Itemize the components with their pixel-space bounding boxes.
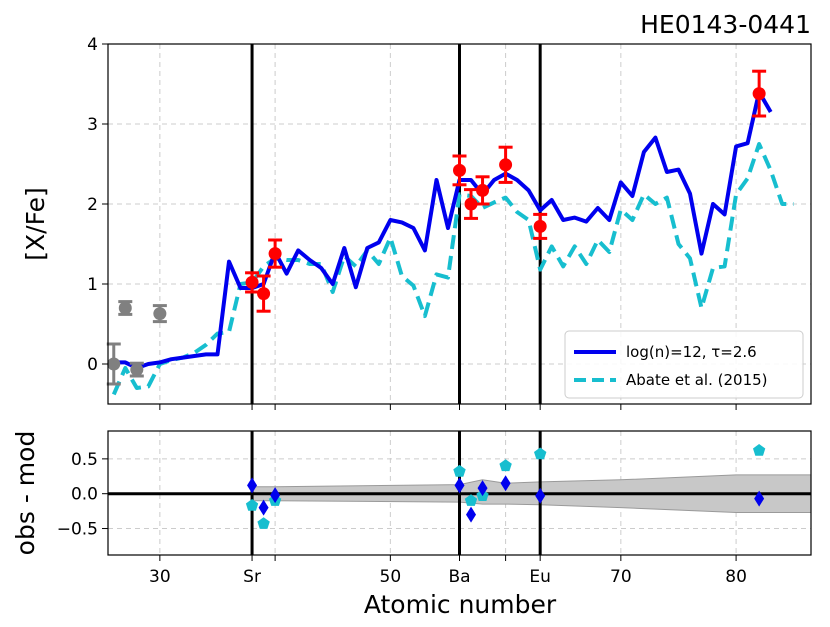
top-y-tick-label: 0: [87, 355, 98, 375]
residual-diamond: [754, 490, 765, 507]
series-line-abate: [111, 142, 794, 396]
bottom-plot-frame: [107, 430, 812, 556]
observation-marker: [245, 275, 259, 289]
top-y-tick-label: 2: [87, 195, 98, 215]
observation-point: [475, 175, 490, 206]
bottom-x-tick-label: 30: [149, 567, 171, 587]
residual-pentagon: [753, 444, 766, 456]
residual-pentagon: [464, 494, 478, 506]
residual-pentagon: [534, 447, 547, 460]
top-y-tick-label: 4: [87, 35, 98, 55]
bottom-x-tick-label: Sr: [243, 567, 261, 587]
observation-point: [452, 154, 467, 187]
top-y-tick-label: 1: [87, 275, 98, 295]
observation-marker: [453, 163, 466, 177]
observation-marker: [533, 219, 547, 233]
observation-point: [268, 238, 283, 269]
observation-marker: [464, 197, 478, 211]
observation-point: [533, 212, 548, 240]
observation-marker: [257, 287, 271, 301]
observation-marker: [107, 357, 121, 371]
legend: log(n)=12, τ=2.6 Abate et al. (2015): [564, 330, 804, 399]
observation-point: [752, 69, 767, 118]
residual-diamond: [535, 487, 546, 504]
observation-marker: [268, 247, 282, 261]
observation-point: [129, 361, 144, 378]
legend-label-abate: Abate et al. (2015): [626, 371, 768, 389]
observation-point: [106, 342, 121, 386]
top-panel: 0 1 2 3 4 log(n)=12, τ=2.6 Abate et al. (201…: [21, 10, 812, 410]
bottom-panel: 30 Sr 50 Ba Eu 70 80 0.5 0.0 −0.5 obs - mod Atomi…: [11, 430, 812, 619]
residual-diamond: [466, 506, 477, 523]
legend-frame: [564, 330, 804, 399]
bottom-x-tick-label: 50: [380, 567, 402, 587]
observation-point: [118, 300, 133, 316]
series-line-model: [113, 90, 773, 370]
observation-point: [256, 274, 271, 313]
bottom-ticks: 30 Sr 50 Ba Eu 70 80 0.5 0.0 −0.5: [57, 450, 747, 587]
top-y-axis-label: [X/Fe]: [21, 187, 50, 260]
bottom-x-tick-label: Ba: [448, 567, 470, 587]
residual-pentagon: [499, 459, 512, 472]
residual-pentagon: [245, 499, 259, 511]
bottom-y-tick-label: −0.5: [57, 520, 98, 540]
residual-diamond: [477, 480, 488, 497]
residual-diamond: [500, 475, 511, 492]
residual-diamond: [270, 487, 281, 504]
observation-point: [464, 188, 479, 220]
x-axis-label: Atomic number: [364, 590, 557, 619]
bottom-x-tick-label: 70: [610, 567, 632, 587]
residual-pentagon: [257, 517, 270, 529]
top-observations: [106, 69, 767, 386]
observation-point: [245, 271, 260, 294]
observation-marker: [476, 183, 490, 197]
observation-point: [152, 304, 167, 324]
top-y-tick-label: 3: [87, 115, 98, 135]
bottom-y-tick-label: 0.5: [71, 450, 98, 470]
bottom-x-tick-label: Eu: [529, 567, 551, 587]
residual-pentagon: [453, 464, 466, 477]
chart-title: HE0143-0441: [640, 10, 811, 39]
residual-diamond: [454, 477, 465, 494]
observation-marker: [752, 87, 766, 101]
observation-marker: [499, 158, 513, 172]
top-plot-frame: [107, 43, 812, 405]
top-ticks: 0 1 2 3 4: [87, 35, 737, 410]
bottom-residuals: [245, 444, 766, 529]
top-element-lines: [250, 44, 542, 404]
residual-diamond: [247, 477, 258, 494]
observation-marker: [118, 301, 132, 315]
bottom-x-tick-label: 80: [725, 567, 747, 587]
observation-marker: [130, 363, 144, 377]
observation-marker: [153, 307, 167, 321]
observation-point: [498, 145, 513, 184]
bottom-y-axis-label: obs - mod: [11, 431, 40, 556]
bottom-y-tick-label: 0.0: [71, 485, 98, 505]
top-series: [111, 90, 794, 396]
legend-label-model: log(n)=12, τ=2.6: [626, 343, 757, 361]
residual-diamond: [258, 499, 269, 516]
